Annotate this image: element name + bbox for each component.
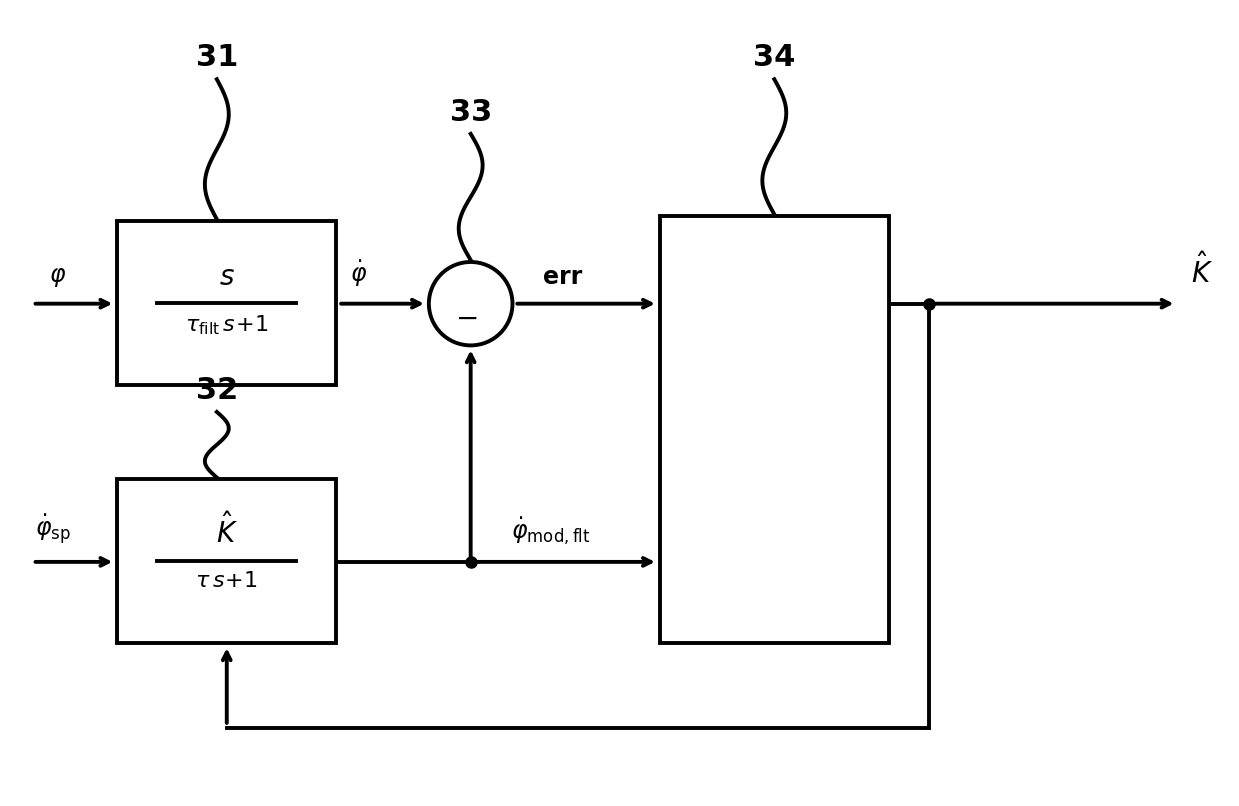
Circle shape	[429, 262, 513, 346]
Text: $\dot{\varphi}_{\mathrm{mod,flt}}$: $\dot{\varphi}_{\mathrm{mod,flt}}$	[510, 515, 590, 547]
Text: $\tau_{\mathrm{filt}}\,s\!+\!1$: $\tau_{\mathrm{filt}}\,s\!+\!1$	[185, 313, 269, 337]
Text: $-$: $-$	[455, 305, 477, 332]
Text: $\hat{K}$: $\hat{K}$	[216, 513, 238, 550]
Bar	[660, 216, 888, 643]
Bar	[118, 222, 336, 385]
Text: 33: 33	[450, 98, 492, 127]
Text: $\dot{\varphi}$: $\dot{\varphi}$	[349, 258, 367, 289]
Text: $\dot{\varphi}_{\mathrm{sp}}$: $\dot{\varphi}_{\mathrm{sp}}$	[35, 513, 71, 547]
Text: err: err	[543, 265, 582, 289]
Text: $\varphi$: $\varphi$	[48, 265, 66, 289]
Text: 32: 32	[196, 376, 238, 405]
Text: $\tau\,s\!+\!1$: $\tau\,s\!+\!1$	[196, 571, 258, 592]
Text: $\hat{K}$: $\hat{K}$	[1192, 253, 1213, 289]
Bar	[118, 480, 336, 643]
Text: 31: 31	[196, 43, 238, 72]
Text: $s$: $s$	[219, 264, 234, 291]
Text: 34: 34	[753, 43, 795, 72]
